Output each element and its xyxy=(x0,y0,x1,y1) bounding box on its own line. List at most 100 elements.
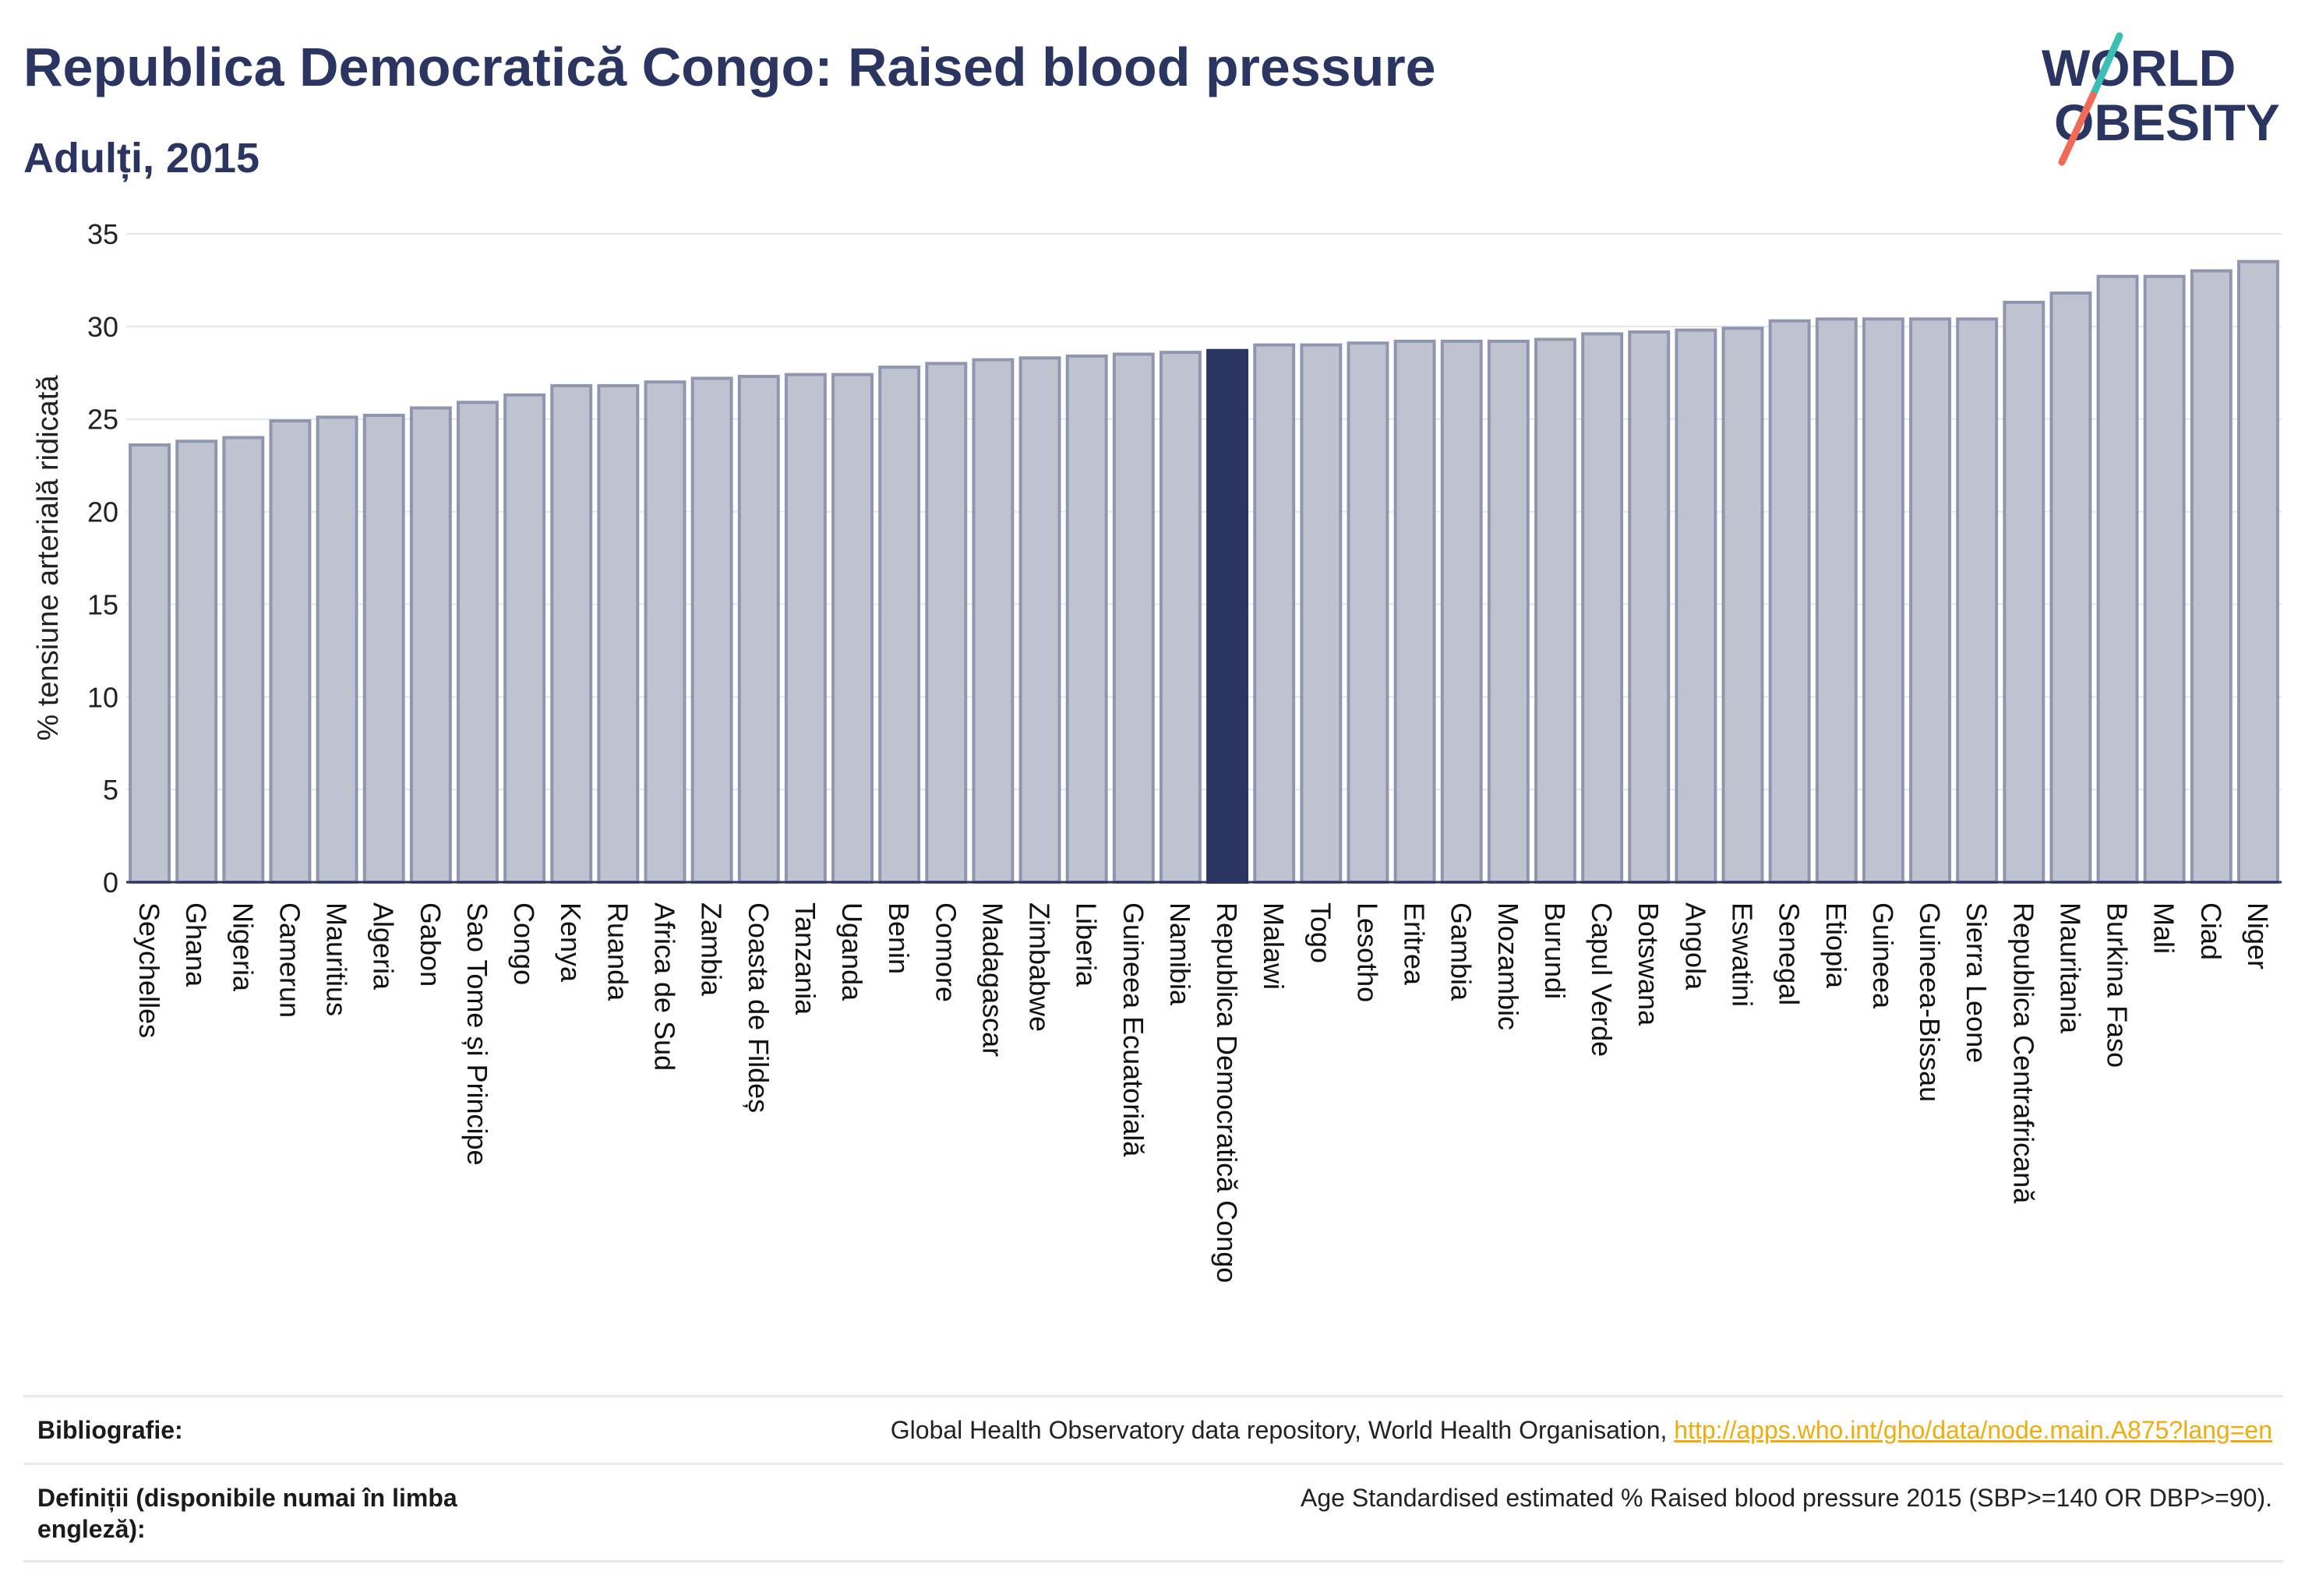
x-tick-label: Republica Democratică Congo xyxy=(1211,902,1243,1283)
x-tick-label: Tanzania xyxy=(789,902,821,1015)
logo-line1: WORLD xyxy=(2042,39,2236,97)
x-tick-label: Uganda xyxy=(836,902,868,1001)
x-tick-label: Nigeria xyxy=(227,902,259,992)
chart-subtitle: Adulți, 2015 xyxy=(23,135,260,182)
x-tick-label: Eswatini xyxy=(1727,902,1759,1007)
x-tick-label: Lesotho xyxy=(1351,902,1383,1002)
definitions-row: Definiții (disponibile numai în limba en… xyxy=(23,1463,2283,1562)
bar xyxy=(1112,352,1155,884)
logo-slash-coral xyxy=(2058,91,2097,166)
y-tick-label: 20 xyxy=(87,496,118,528)
bar xyxy=(1628,330,1671,884)
bar xyxy=(269,419,312,884)
x-tick-label: Namibia xyxy=(1164,902,1196,1006)
x-tick-label: Ghana xyxy=(180,902,212,987)
footer-table: Bibliografie: Global Health Observatory … xyxy=(23,1395,2283,1562)
bar xyxy=(1065,354,1108,884)
x-tick-label: Algeria xyxy=(368,902,400,990)
x-tick-label: Etiopia xyxy=(1820,902,1852,989)
bar xyxy=(1253,343,1296,884)
bar xyxy=(1909,317,1951,884)
x-tick-label: Malawi xyxy=(1258,902,1290,990)
bar-chart: 0 5 10 15 20 25 30 35 % tensiune arterială ridic… xyxy=(32,218,2282,1283)
bar xyxy=(316,415,358,884)
x-tick-label: Coasta de Fildeș xyxy=(743,902,775,1113)
x-tick-label: Camerun xyxy=(274,902,305,1018)
bar xyxy=(1862,317,1904,884)
bar xyxy=(409,406,452,884)
y-axis-label: % tensiune arterială ridicată xyxy=(32,375,65,741)
y-tick-label: 5 xyxy=(103,774,118,806)
x-tick-label: Capul Verde xyxy=(1586,902,1618,1057)
x-tick-label: Africa de Sud xyxy=(649,902,681,1071)
bar xyxy=(831,373,874,885)
x-tick-label: Sao Tome și Principe xyxy=(461,902,493,1166)
x-tick-label: Mozambic xyxy=(1492,902,1524,1030)
y-tick-label: 25 xyxy=(87,404,118,436)
bar xyxy=(2049,291,2092,885)
x-tick-label: Angola xyxy=(1679,902,1711,990)
bar xyxy=(925,362,968,884)
bar xyxy=(1487,339,1530,885)
x-tick-label: Mauritania xyxy=(2054,902,2086,1034)
bar xyxy=(1768,319,1811,884)
y-tick-label: 30 xyxy=(87,311,118,343)
bar xyxy=(129,443,171,884)
bar xyxy=(2190,269,2233,884)
bar xyxy=(644,380,687,884)
x-tick-label: Kenya xyxy=(555,902,587,983)
bar xyxy=(690,376,733,885)
x-tick-label: Senegal xyxy=(1774,902,1806,1005)
bar xyxy=(1675,328,1717,884)
x-tick-label: Togo xyxy=(1304,902,1336,963)
bibliography-label: Bibliografie: xyxy=(37,1416,183,1444)
bar xyxy=(457,401,499,884)
x-tick-label: Niger xyxy=(2242,902,2274,969)
bar xyxy=(737,375,780,885)
x-tick-label: Liberia xyxy=(1071,902,1103,987)
highlighted-bar xyxy=(1206,348,1249,884)
bar xyxy=(784,373,827,885)
bibliography-row: Bibliografie: Global Health Observatory … xyxy=(23,1395,2283,1463)
definitions-label: Definiții (disponibile numai în limba en… xyxy=(37,1484,457,1543)
bar xyxy=(1300,343,1343,884)
world-obesity-logo: WORLD OBESITY xyxy=(2042,32,2280,166)
x-tick-label: Zimbabwe xyxy=(1024,902,1056,1032)
bar xyxy=(2143,274,2186,885)
bibliography-text: Global Health Observatory data repositor… xyxy=(890,1416,1675,1444)
y-tick-label: 15 xyxy=(87,588,118,620)
bar xyxy=(2003,300,2046,884)
x-tick-label: Congo xyxy=(508,902,540,985)
bar xyxy=(1347,341,1389,885)
bibliography-value: Global Health Observatory data repositor… xyxy=(891,1414,2272,1446)
bibliography-link[interactable]: http://apps.who.int/gho/data/node.main.A… xyxy=(1674,1416,2272,1444)
x-tick-label: Republica Centrafricană xyxy=(2007,902,2039,1204)
x-tick-label: Seychelles xyxy=(133,902,165,1038)
bar xyxy=(222,436,265,884)
bar xyxy=(597,383,640,884)
bar xyxy=(175,440,218,884)
logo-slash-teal xyxy=(2089,32,2123,99)
x-tick-label: Ciad xyxy=(2195,902,2227,960)
bar xyxy=(1393,339,1436,885)
x-tick-label: Mali xyxy=(2148,902,2180,954)
x-tick-label: Guineea Ecuatorială xyxy=(1117,902,1149,1157)
bar xyxy=(1018,356,1061,885)
x-tick-label: Benin xyxy=(883,902,915,974)
bar xyxy=(1581,332,1624,884)
x-tick-label: Guineea xyxy=(1867,902,1899,1009)
x-tick-label: Mauritius xyxy=(321,902,353,1016)
bar xyxy=(2096,274,2139,885)
definitions-value: Age Standardised estimated % Raised bloo… xyxy=(1301,1484,2272,1512)
x-tick-label: Eritrea xyxy=(1399,902,1431,986)
x-tick-label: Gabon xyxy=(415,902,447,987)
bar xyxy=(362,413,405,884)
bar xyxy=(972,358,1015,885)
y-tick-label: 0 xyxy=(103,867,118,899)
y-tick-label: 10 xyxy=(87,681,118,713)
x-tick-label: Madagascar xyxy=(976,902,1008,1057)
y-tick-label: 35 xyxy=(87,218,118,250)
bar xyxy=(878,365,921,884)
bar xyxy=(1440,339,1483,885)
x-tick-label: Guineea-Bissau xyxy=(1914,902,1946,1102)
